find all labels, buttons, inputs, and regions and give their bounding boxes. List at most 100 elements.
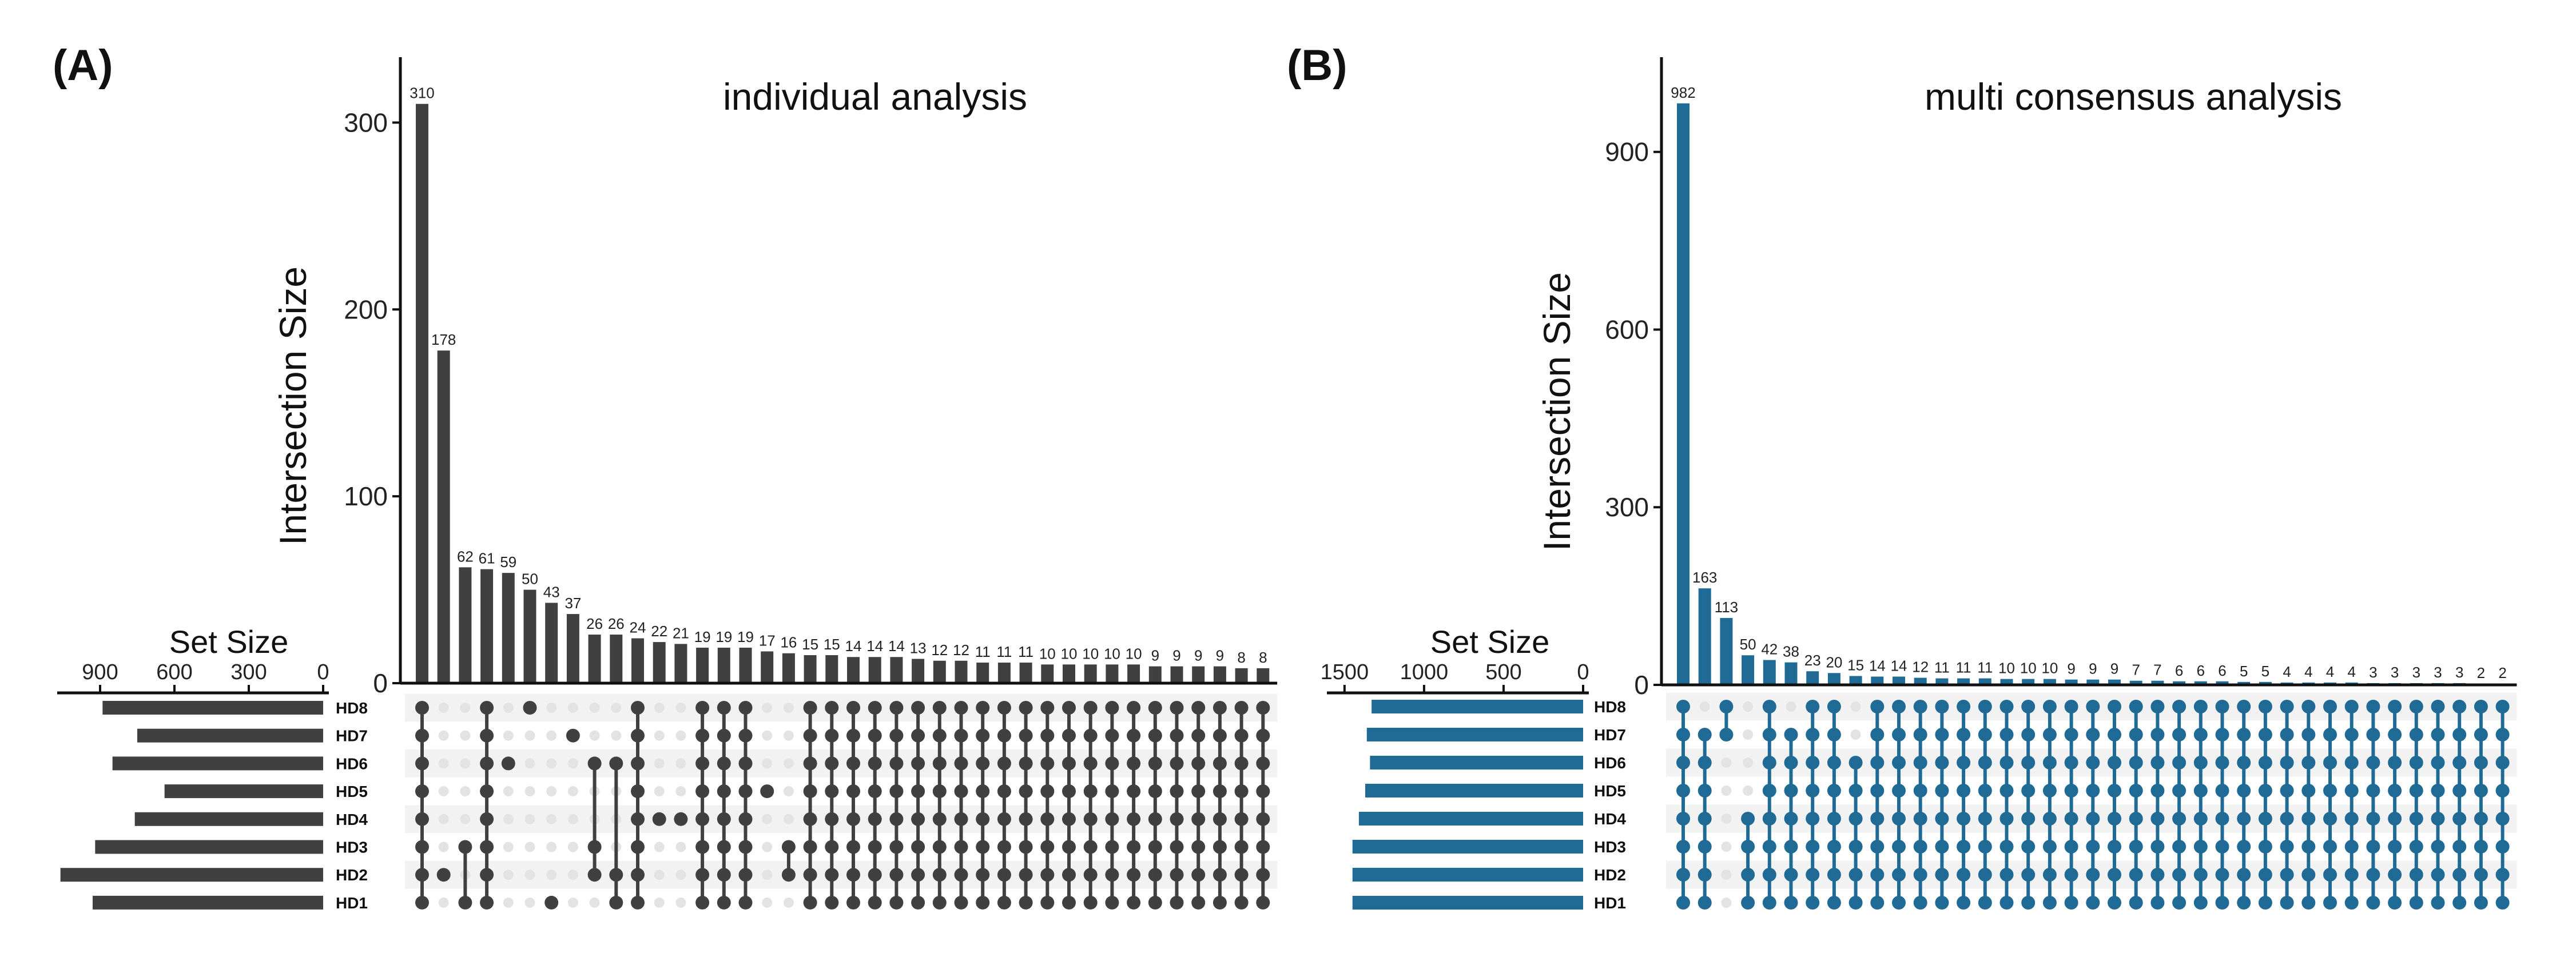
matrix-member-dot xyxy=(2495,700,2510,713)
matrix-member-dot xyxy=(2301,756,2316,769)
matrix-empty-dot xyxy=(675,842,686,852)
matrix-member-dot xyxy=(2301,728,2316,741)
matrix-member-dot xyxy=(1999,812,2014,826)
set-size-bar xyxy=(164,784,323,799)
matrix-member-dot xyxy=(2431,784,2445,798)
matrix-empty-dot xyxy=(783,758,794,769)
set-size-bar xyxy=(137,728,323,743)
intersection-bar xyxy=(955,660,968,683)
y-tick-label: 300 xyxy=(344,107,388,137)
matrix-member-dot xyxy=(1892,896,1906,910)
intersection-bar-label: 12 xyxy=(931,641,948,659)
matrix-member-dot xyxy=(825,812,839,826)
matrix-member-dot xyxy=(2064,812,2078,826)
matrix-member-dot xyxy=(1698,812,1712,826)
intersection-bar-label: 6 xyxy=(2175,662,2183,679)
matrix-member-dot xyxy=(2366,840,2380,854)
matrix-member-dot xyxy=(1957,812,1971,826)
matrix-member-dot xyxy=(1040,812,1055,826)
matrix-empty-dot xyxy=(567,758,578,769)
set-name-label: HD8 xyxy=(336,699,368,717)
matrix-member-dot xyxy=(1935,868,1949,882)
matrix-member-dot xyxy=(2086,896,2100,910)
matrix-member-dot xyxy=(889,868,904,882)
matrix-member-dot xyxy=(1213,868,1227,882)
matrix-member-dot xyxy=(587,868,602,882)
matrix-member-dot xyxy=(2344,756,2359,769)
matrix-empty-dot xyxy=(762,730,773,741)
intersection-bar-label: 5 xyxy=(2240,663,2248,680)
matrix-member-dot xyxy=(2108,868,2121,882)
intersection-bar xyxy=(1698,588,1711,685)
matrix-empty-dot xyxy=(1721,898,1732,908)
matrix-member-dot xyxy=(1978,728,1992,741)
matrix-member-dot xyxy=(2280,840,2294,854)
matrix-member-dot xyxy=(1827,728,1841,741)
intersection-bar xyxy=(1957,678,1970,685)
matrix-member-dot xyxy=(2366,700,2380,713)
intersection-bar xyxy=(2086,679,2100,685)
intersection-bar xyxy=(1170,666,1183,683)
matrix-member-dot xyxy=(803,756,817,771)
matrix-member-dot xyxy=(781,868,796,882)
matrix-member-dot xyxy=(695,812,710,826)
matrix-member-dot xyxy=(2366,756,2380,769)
set-size-tick-label: 600 xyxy=(156,660,192,684)
matrix-member-dot xyxy=(1741,868,1755,882)
set-size-bar xyxy=(60,868,324,882)
matrix-member-dot xyxy=(1913,700,1927,713)
matrix-member-dot xyxy=(2086,728,2100,741)
matrix-empty-dot xyxy=(1721,842,1732,852)
matrix-member-dot xyxy=(1213,812,1227,826)
matrix-member-dot xyxy=(2150,784,2165,798)
matrix-member-dot xyxy=(2064,868,2078,882)
matrix-member-dot xyxy=(997,701,1011,715)
matrix-member-dot xyxy=(1256,784,1270,799)
matrix-member-dot xyxy=(2344,784,2359,798)
intersection-bar-label: 9 xyxy=(1172,647,1180,664)
matrix-empty-dot xyxy=(460,786,471,797)
matrix-member-dot xyxy=(1256,756,1270,771)
matrix-member-dot xyxy=(1191,784,1206,799)
y-tick-label: 100 xyxy=(344,481,388,511)
set-size-bar xyxy=(1352,896,1583,910)
matrix-member-dot xyxy=(1019,728,1033,743)
intersection-bar xyxy=(566,614,579,683)
intersection-bar xyxy=(825,655,838,683)
matrix-member-dot xyxy=(2474,784,2488,798)
matrix-member-dot xyxy=(717,701,731,715)
intersection-bar xyxy=(847,657,860,683)
matrix-member-dot xyxy=(1978,868,1992,882)
matrix-member-dot xyxy=(1170,895,1184,910)
intersection-bar xyxy=(1192,666,1205,683)
matrix-empty-dot xyxy=(611,703,622,713)
matrix-member-dot xyxy=(1170,701,1184,715)
intersection-bar-label: 10 xyxy=(2041,660,2058,677)
matrix-member-dot xyxy=(2021,728,2036,741)
intersection-bar-label: 6 xyxy=(2218,662,2226,679)
matrix-member-dot xyxy=(1127,701,1141,715)
matrix-member-dot xyxy=(1148,868,1162,882)
intersection-bar xyxy=(696,647,709,683)
matrix-member-dot xyxy=(1935,840,1949,854)
matrix-member-dot xyxy=(803,812,817,826)
matrix-member-dot xyxy=(932,895,947,910)
matrix-member-dot xyxy=(2431,868,2445,882)
intersection-bar xyxy=(588,635,601,683)
matrix-member-dot xyxy=(480,895,494,910)
matrix-member-dot xyxy=(2172,784,2187,798)
matrix-member-dot xyxy=(954,895,968,910)
matrix-member-dot xyxy=(2237,728,2251,741)
intersection-bar-label: 310 xyxy=(410,85,434,102)
matrix-member-dot xyxy=(889,812,904,826)
intersection-bar-label: 11 xyxy=(1977,659,1993,676)
matrix-member-dot xyxy=(2150,756,2165,769)
matrix-member-dot xyxy=(1892,756,1906,769)
matrix-member-dot xyxy=(1256,895,1270,910)
intersection-bar-label: 19 xyxy=(737,628,754,645)
matrix-member-dot xyxy=(976,895,990,910)
matrix-empty-dot xyxy=(1743,729,1754,740)
chart-title: individual analysis xyxy=(723,75,1027,118)
matrix-member-dot xyxy=(2301,840,2316,854)
matrix-empty-dot xyxy=(675,786,686,797)
